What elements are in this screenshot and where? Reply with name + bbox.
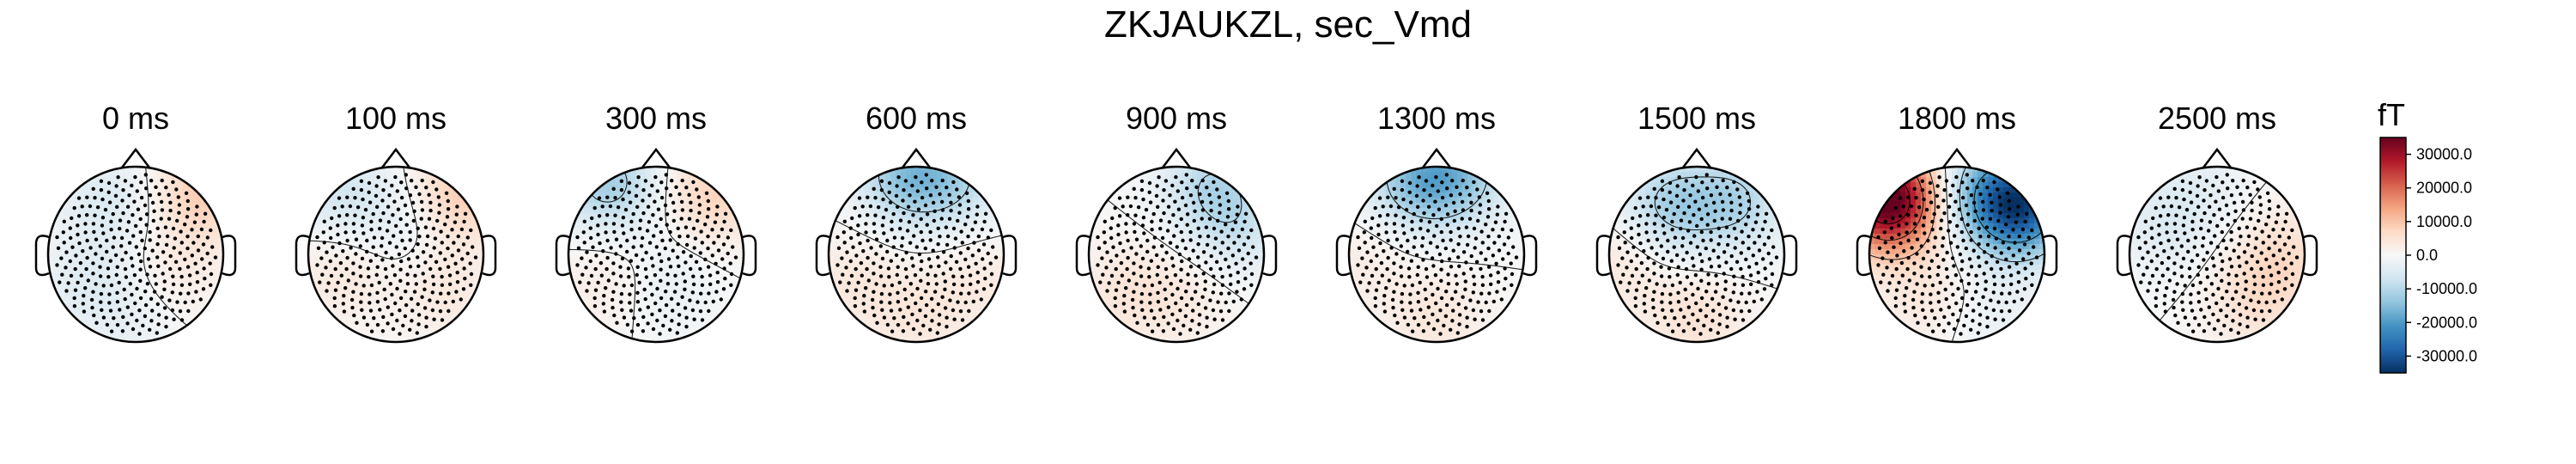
sensor-markers bbox=[575, 173, 738, 336]
left-ear-outline bbox=[555, 235, 570, 277]
nose-outline bbox=[381, 147, 410, 168]
right-ear-outline bbox=[482, 235, 497, 277]
panel-time-label: 600 ms bbox=[866, 101, 967, 136]
head-outline bbox=[2128, 165, 2306, 344]
left-ear-outline bbox=[1595, 235, 1611, 277]
nose-outline bbox=[1682, 147, 1711, 168]
left-ear-outline bbox=[1075, 235, 1091, 277]
nose-outline bbox=[2202, 147, 2232, 168]
topomap-panels: 0 ms 100 ms 300 ms 600 ms 900 ms 1300 ms 1500 … bbox=[34, 101, 2318, 344]
sensor-markers bbox=[315, 173, 478, 336]
right-ear-outline bbox=[742, 235, 757, 277]
head-outline bbox=[1607, 165, 1786, 344]
right-ear-outline bbox=[1783, 235, 1798, 277]
colorbar-tick-label: 10000.0 bbox=[2416, 213, 2472, 230]
right-ear-outline bbox=[1002, 235, 1018, 277]
sensor-markers bbox=[835, 173, 999, 336]
head-outline bbox=[1347, 165, 1526, 344]
panel-time-label: 300 ms bbox=[605, 101, 707, 136]
nose-outline bbox=[641, 147, 671, 168]
colorbar-tick-label: 20000.0 bbox=[2416, 180, 2472, 197]
contour-lines bbox=[568, 167, 744, 342]
topomap-panel: 100 ms bbox=[295, 101, 497, 344]
left-ear-outline bbox=[2116, 235, 2131, 277]
head-outline bbox=[1868, 165, 2046, 344]
panel-time-label: 100 ms bbox=[345, 101, 447, 136]
topomap-panel: 2500 ms bbox=[2116, 101, 2318, 344]
right-ear-outline bbox=[2043, 235, 2058, 277]
colorbar-gradient bbox=[2379, 137, 2407, 374]
head-outline bbox=[827, 165, 1005, 344]
panel-time-label: 1500 ms bbox=[1637, 101, 1756, 136]
right-ear-outline bbox=[2303, 235, 2318, 277]
topomap-panel: 900 ms bbox=[1075, 101, 1278, 344]
nose-outline bbox=[1422, 147, 1451, 168]
right-ear-outline bbox=[222, 235, 237, 277]
panel-time-label: 1300 ms bbox=[1377, 101, 1496, 136]
right-ear-outline bbox=[1522, 235, 1538, 277]
sensor-markers bbox=[1616, 173, 1779, 336]
panel-time-label: 900 ms bbox=[1126, 101, 1227, 136]
nose-outline bbox=[1942, 147, 1971, 168]
sensor-markers bbox=[2136, 173, 2300, 336]
head-outline bbox=[1087, 165, 1266, 344]
right-ear-outline bbox=[1262, 235, 1278, 277]
nose-outline bbox=[121, 147, 150, 168]
head-outline bbox=[46, 165, 225, 344]
sensor-markers bbox=[1096, 173, 1259, 336]
left-ear-outline bbox=[1335, 235, 1351, 277]
topomap-panel: 600 ms bbox=[815, 101, 1018, 344]
left-ear-outline bbox=[295, 235, 310, 277]
nose-outline bbox=[1162, 147, 1191, 168]
left-ear-outline bbox=[1856, 235, 1871, 277]
topomap-panel: 1800 ms bbox=[1856, 101, 2058, 344]
colorbar: fT 30000.0 20000.0 10000.0 0.0 -10000.0 -20000… bbox=[2378, 97, 2477, 374]
panel-time-label: 1800 ms bbox=[1898, 101, 2016, 136]
panel-time-label: 2500 ms bbox=[2158, 101, 2276, 136]
colorbar-tick-label: -20000.0 bbox=[2416, 314, 2477, 331]
topomap-panel: 1300 ms bbox=[1335, 101, 1538, 344]
head-outline bbox=[307, 165, 485, 344]
sensor-markers bbox=[55, 173, 218, 336]
sensor-markers bbox=[1876, 173, 2039, 336]
field-map bbox=[48, 167, 223, 342]
left-ear-outline bbox=[34, 235, 50, 277]
field-map bbox=[1089, 167, 1264, 342]
chart-title: ZKJAUKZL, sec_Vmd bbox=[1104, 3, 1472, 46]
topomap-panel: 0 ms bbox=[34, 101, 237, 344]
sensor-markers bbox=[1356, 173, 1519, 336]
colorbar-tick-label: 30000.0 bbox=[2416, 146, 2472, 163]
topomap-panel: 1500 ms bbox=[1595, 101, 1798, 344]
left-ear-outline bbox=[815, 235, 830, 277]
colorbar-tick-label: 0.0 bbox=[2416, 247, 2438, 264]
nose-outline bbox=[902, 147, 931, 168]
topomap-panel: 300 ms bbox=[555, 101, 757, 344]
colorbar-tick-label: -30000.0 bbox=[2416, 347, 2477, 364]
colorbar-unit-label: fT bbox=[2378, 97, 2405, 132]
colorbar-tick-label: -10000.0 bbox=[2416, 280, 2477, 297]
panel-time-label: 0 ms bbox=[102, 101, 169, 136]
head-outline bbox=[567, 165, 745, 344]
